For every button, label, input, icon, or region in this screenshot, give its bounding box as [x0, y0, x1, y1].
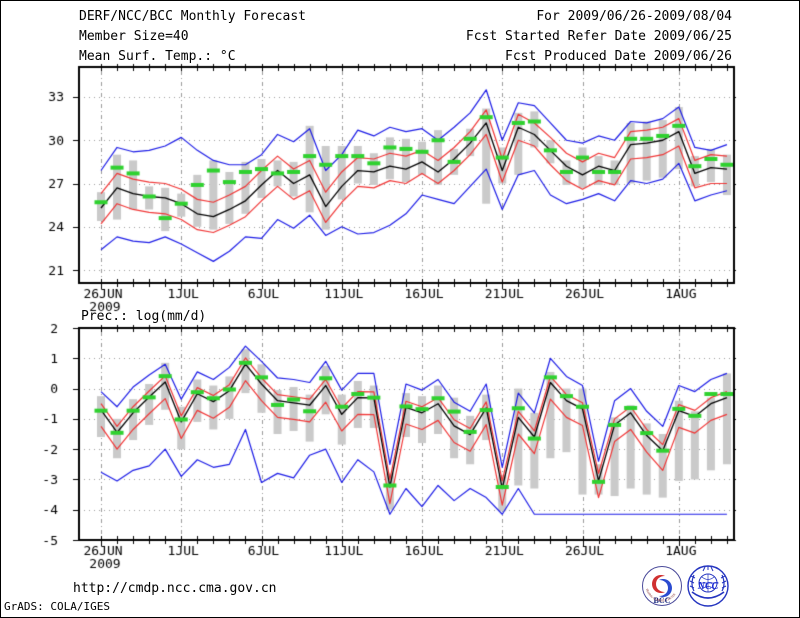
ncc-wreath-base	[691, 591, 725, 599]
ncc-logo: NCC	[687, 565, 729, 607]
ncc-wreath-leaves	[689, 566, 727, 589]
ncc-logo-text: NCC	[697, 581, 719, 592]
fcst-produced-label: Fcst Produced Date 2009/06/26	[505, 49, 732, 64]
grads-credit: GrADS: COLA/IGES	[4, 600, 110, 613]
member-size-label: Member Size=40	[79, 29, 189, 44]
footer-logos: BCC BEIJING CLIMATE CENTER NCC	[642, 565, 729, 607]
panel2-title: Prec.: log(mm/d)	[81, 309, 207, 324]
fcst-started-label: Fcst Started Refer Date 2009/06/25	[465, 29, 732, 44]
bcc-swirl-red	[652, 574, 665, 594]
bcc-swirl-blue	[659, 578, 672, 598]
valid-range-label: For 2009/06/26-2009/08/04	[536, 9, 732, 24]
source-url[interactable]: http://cmdp.ncc.cma.gov.cn	[73, 581, 277, 596]
page-title: DERF/NCC/BCC Monthly Forecast	[79, 9, 306, 24]
panel1-title: Mean Surf. Temp.: °C	[79, 49, 236, 64]
ncc-wreath-branches	[691, 574, 725, 592]
bcc-logo: BCC BEIJING CLIMATE CENTER	[642, 566, 682, 606]
ncc-globe-grid	[699, 574, 717, 592]
bcc-logo-text: BCC	[654, 596, 671, 605]
